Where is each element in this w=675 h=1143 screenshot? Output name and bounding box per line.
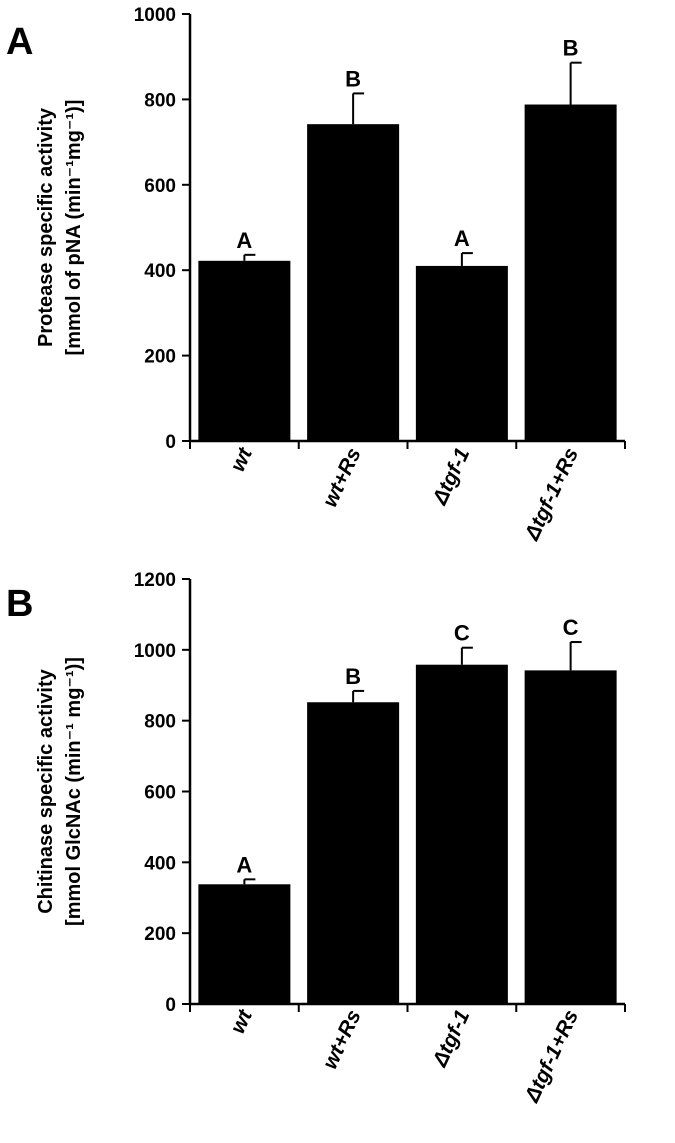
bar [198,260,291,441]
significance-label: B [345,66,361,91]
y-tick-label: 1200 [134,570,176,591]
significance-label: A [236,228,252,253]
bar [415,265,508,441]
x-tick-label: Δtgf-1 [428,1006,474,1071]
significance-label: A [454,226,470,251]
panel-label: A [6,21,33,63]
y-axis-label-units: [mmol of pNA (min⁻¹mg⁻¹)] [63,100,85,356]
y-tick-label: 0 [165,432,176,453]
significance-label: A [236,852,252,877]
y-tick-label: 600 [144,783,176,804]
x-tick-label: Δtgf-1+Rs [520,1006,583,1106]
x-tick-label: wt+Rs [318,1006,365,1072]
y-tick-label: 200 [144,347,176,368]
significance-label: B [345,664,361,689]
significance-label: C [454,621,470,646]
y-tick-label: 800 [144,90,176,111]
y-tick-label: 400 [144,853,176,874]
y-tick-label: 800 [144,712,176,733]
y-axis-label: Protease specific activity [35,107,57,347]
panel-a-protease-chart: A Protease specific activity [mmol of pNA … [6,5,626,544]
bar [198,884,291,1004]
y-axis-label: Chitinase specific activity [35,668,57,913]
y-tick-label: 400 [144,261,176,282]
y-tick-label: 1000 [134,641,176,662]
significance-label: C [563,615,579,640]
y-tick-label: 600 [144,176,176,197]
x-tick-label: Δtgf-1+Rs [520,444,583,544]
x-tick-label: Δtgf-1 [428,444,474,509]
significance-label: B [563,36,579,61]
bar [307,124,400,441]
y-tick-label: 1000 [134,5,176,26]
bar [524,670,617,1004]
x-tick-label: wt+Rs [318,444,365,510]
bar [307,702,400,1004]
y-axis-label-units: [mmol GlcNAc (min⁻¹ mg⁻¹)] [63,657,85,926]
y-tick-label: 200 [144,924,176,945]
panel-b-chitinase-chart: B Chitinase specific activity [mmol GlcNAc… [6,570,626,1106]
bar [524,104,617,442]
x-tick-label: wt [226,1005,257,1037]
bar [415,664,508,1004]
x-tick-label: wt [226,443,257,475]
panel-label: B [6,583,33,625]
y-tick-label: 0 [165,995,176,1016]
